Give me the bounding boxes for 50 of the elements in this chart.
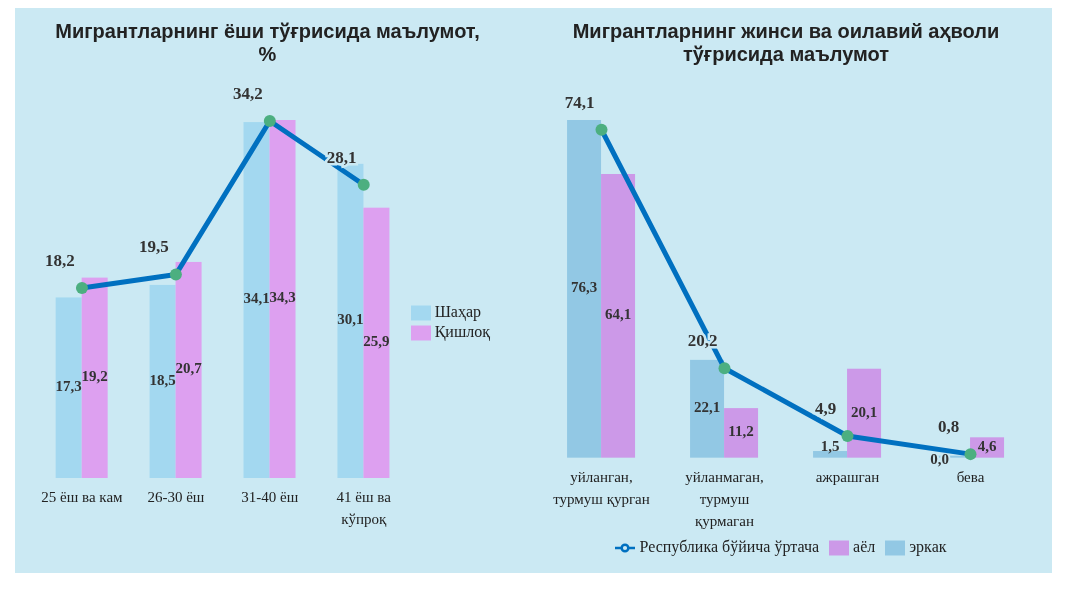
data-label: 19,5 [139, 237, 169, 257]
data-label: 20,1 [850, 403, 878, 420]
data-label: 76,3 [570, 279, 598, 296]
bar [567, 120, 602, 458]
chart-title: Мигрантларнинг жинси ва оилавий аҳволи тўғрисида маълумот [571, 19, 1001, 67]
data-label: 30,1 [337, 311, 364, 328]
x-tick-label: 25 ёш ва кам [41, 489, 124, 505]
legend-label: Қишлоқ [434, 323, 490, 340]
data-label: 17,3 [55, 378, 82, 395]
x-tick-label: ажрашган [815, 468, 880, 485]
data-label: 0,0 [930, 451, 950, 468]
data-label: 22,1 [693, 399, 721, 416]
data-label: 20,7 [175, 360, 203, 377]
x-tick-label: 26-30 ёш [147, 489, 205, 505]
data-label: 18,5 [149, 371, 176, 388]
data-label: 4,9 [814, 398, 837, 418]
bar [175, 261, 202, 478]
bar [690, 359, 725, 458]
legend-label: Республика бўйича ўртача [639, 537, 820, 555]
legend-label: аёл [853, 537, 876, 555]
data-label: 11,2 [728, 423, 754, 440]
data-label: 1,5 [820, 438, 840, 455]
chart-title: Мигрантларнинг ёши тўғрисида маълумот, % [54, 19, 481, 67]
legend-label: Шаҳар [434, 302, 482, 320]
bar [601, 173, 636, 458]
bar [81, 277, 108, 478]
x-tick-label: 41 ёш ва кўпроқ [336, 489, 392, 527]
bar [337, 163, 364, 478]
data-label: 74,1 [564, 92, 595, 112]
data-label: 28,1 [326, 147, 357, 167]
data-label: 64,1 [604, 306, 632, 323]
bar [724, 408, 759, 458]
bar [149, 284, 176, 478]
data-label: 34,3 [269, 289, 296, 306]
bar [55, 297, 82, 478]
data-label: 18,2 [45, 251, 75, 271]
x-tick-label: уйланган, турмуш қурган [553, 468, 650, 507]
data-label: 34,2 [232, 84, 263, 104]
data-label: 0,8 [937, 417, 960, 437]
bar [363, 207, 390, 478]
data-label: 25,9 [363, 333, 390, 350]
data-label: 4,6 [977, 438, 997, 455]
x-tick-label: 31-40 ёш [241, 489, 299, 505]
legend-label: эркак [909, 537, 947, 555]
x-tick-label: уйланмаган, турмуш қурмаган [685, 468, 764, 529]
data-label: 19,2 [81, 368, 108, 385]
bar [269, 120, 296, 478]
x-tick-label: бева [956, 468, 985, 485]
data-label: 34,1 [243, 290, 270, 307]
bar [243, 122, 270, 478]
